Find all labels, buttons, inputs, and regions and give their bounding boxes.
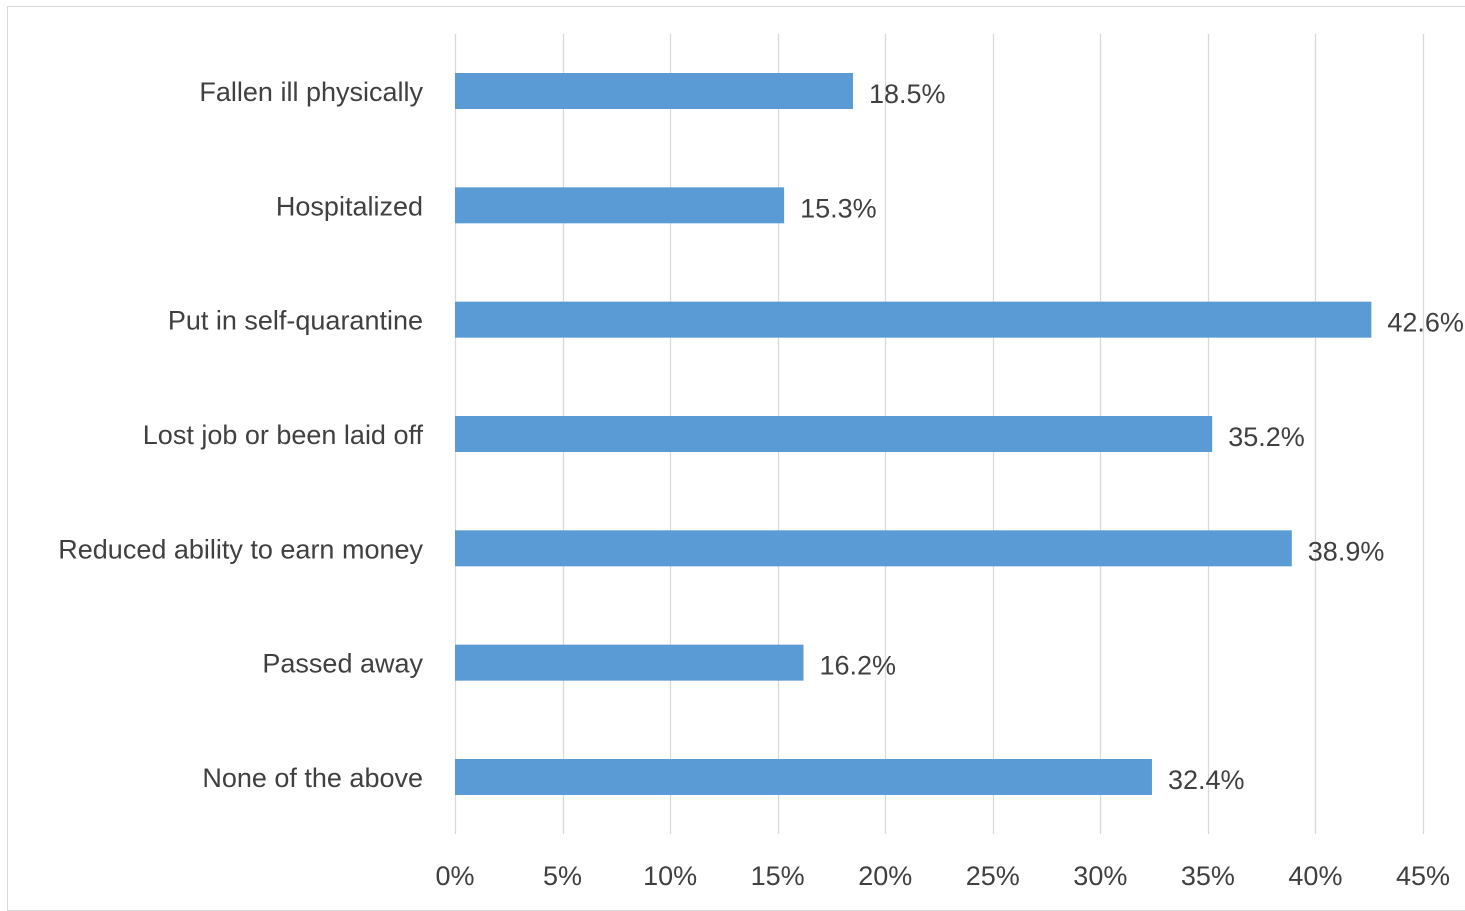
bar xyxy=(455,73,853,109)
data-label: 32.4% xyxy=(1168,765,1245,795)
data-label: 18.5% xyxy=(869,79,946,109)
category-label: Reduced ability to earn money xyxy=(58,534,423,564)
bar xyxy=(455,187,785,224)
x-tick-label: 5% xyxy=(543,861,582,891)
category-label: Hospitalized xyxy=(276,191,423,221)
data-labels: 18.5% 15.3% 42.6% 35.2% 38.9% 16.2% 32.4% xyxy=(800,79,1464,795)
x-tick-label: 10% xyxy=(643,861,697,891)
bar xyxy=(455,758,1152,795)
category-label: Passed away xyxy=(262,649,423,679)
x-axis-tick-labels: 0% 5% 10% 15% 20% 25% 30% 35% 40% 45% xyxy=(435,861,1450,891)
x-tick-label: 40% xyxy=(1288,861,1342,891)
category-labels: Fallen ill physically Hospitalized Put in … xyxy=(58,77,423,793)
bars xyxy=(455,73,1372,795)
category-label: Fallen ill physically xyxy=(199,77,423,107)
x-tick-label: 45% xyxy=(1396,861,1450,891)
x-tick-label: 20% xyxy=(858,861,912,891)
data-label: 38.9% xyxy=(1308,536,1385,566)
x-tick-label: 30% xyxy=(1073,861,1127,891)
x-tick-label: 35% xyxy=(1181,861,1235,891)
category-label: Lost job or been laid off xyxy=(143,420,424,450)
x-tick-label: 15% xyxy=(751,861,805,891)
category-label: Put in self-quarantine xyxy=(168,306,423,336)
data-label: 42.6% xyxy=(1387,308,1464,338)
bar xyxy=(455,415,1213,452)
x-tick-label: 0% xyxy=(435,861,474,891)
bar xyxy=(455,644,804,681)
data-label: 15.3% xyxy=(800,193,877,223)
x-tick-label: 25% xyxy=(966,861,1020,891)
bar xyxy=(455,530,1292,567)
data-label: 16.2% xyxy=(819,651,896,681)
data-label: 35.2% xyxy=(1228,422,1305,452)
category-label: None of the above xyxy=(202,763,423,793)
bar xyxy=(455,301,1372,338)
